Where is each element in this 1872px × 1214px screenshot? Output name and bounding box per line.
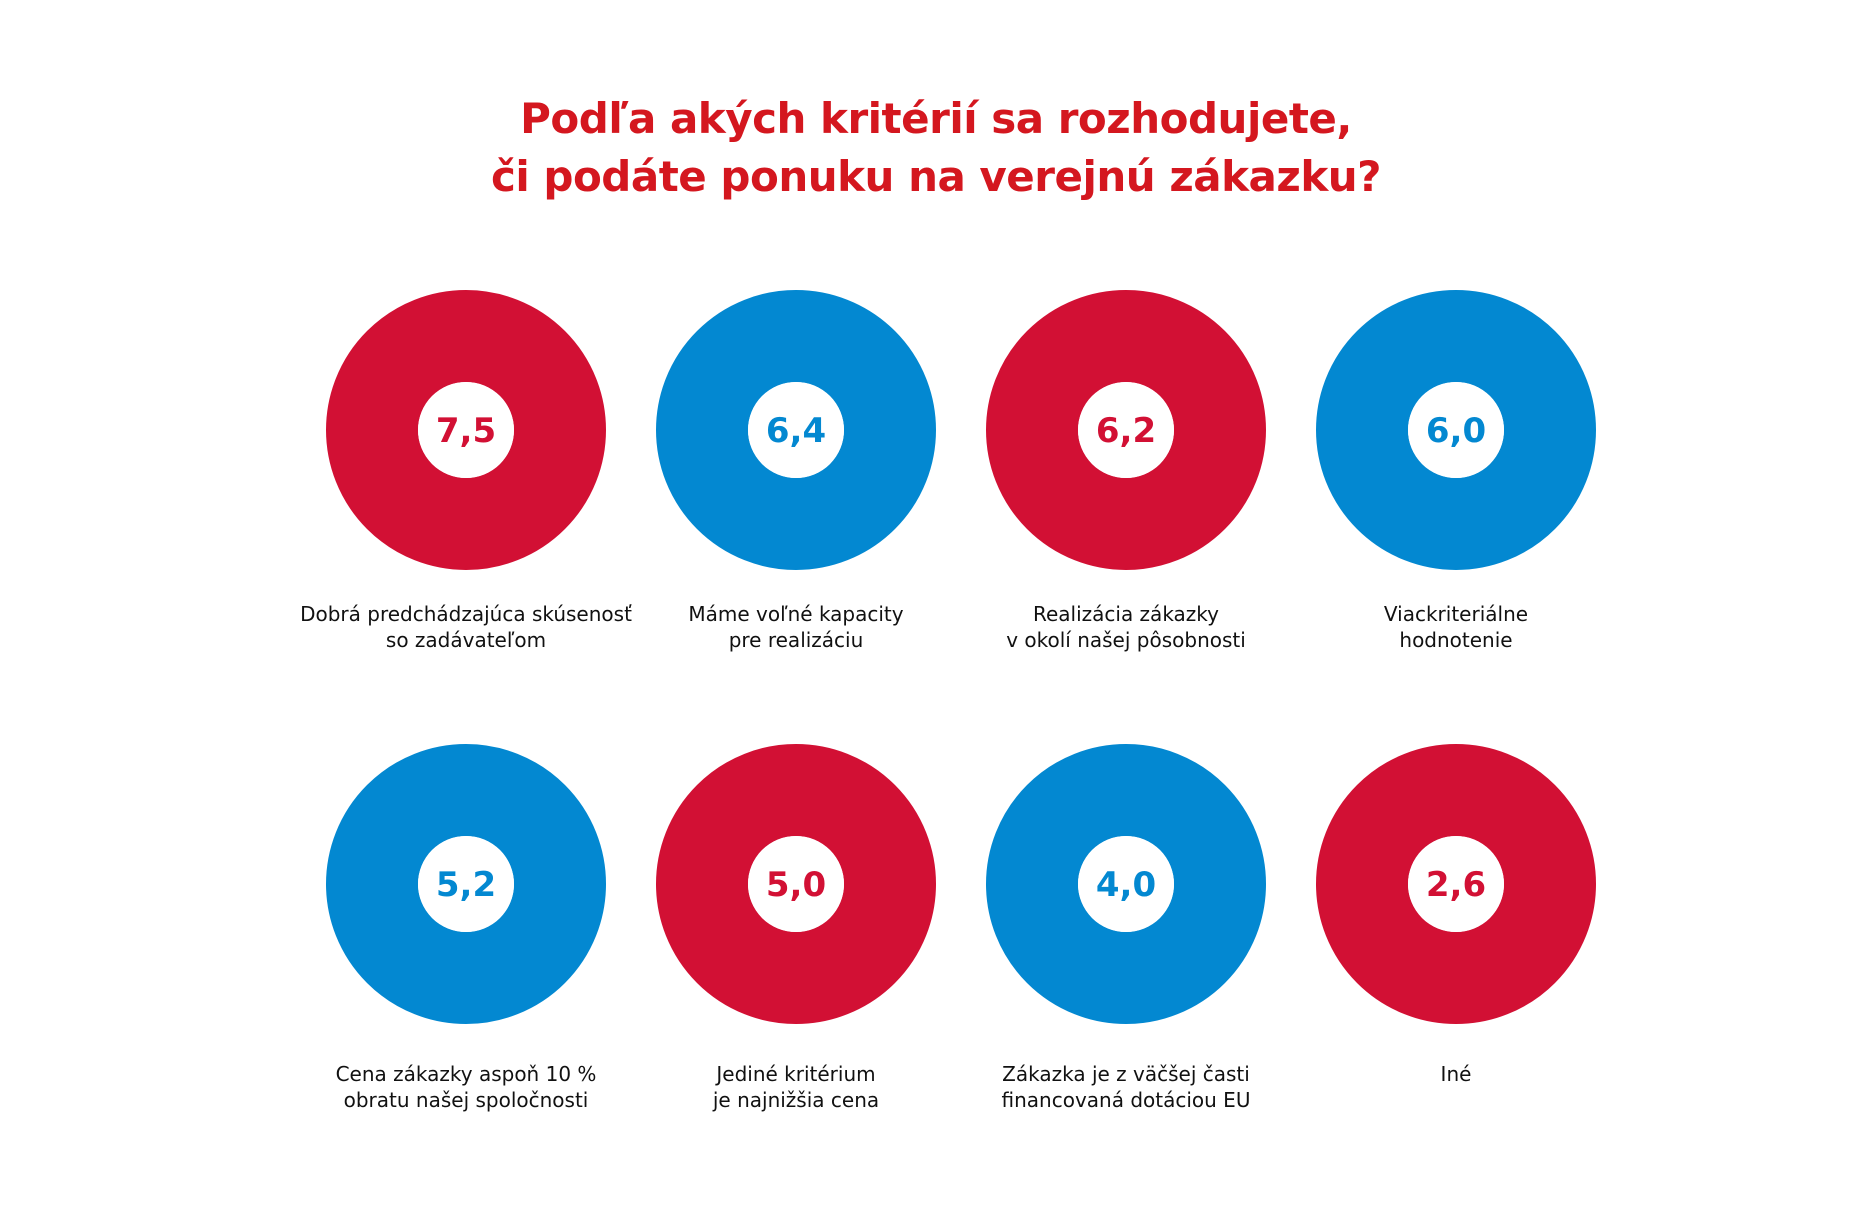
donut-label: Jediné kritérium je najnižšia cena xyxy=(586,1061,1006,1113)
donut-label-line-1: Iné xyxy=(1440,1062,1472,1086)
donut-label-line-1: Viackriteriálne xyxy=(1383,602,1529,626)
donut-label: Zákazka je z väčšej časti financovaná dot… xyxy=(916,1061,1336,1113)
donut-ring xyxy=(656,744,936,1024)
donut-ring xyxy=(1316,290,1596,570)
donut-label: Realizácia zákazky v okolí našej pôsobnos… xyxy=(916,601,1336,653)
donut-value: 7,5 xyxy=(436,411,496,451)
donut-label-line-2: je najnižšia cena xyxy=(712,1088,880,1112)
donut-label-line-1: Realizácia zákazky xyxy=(1032,602,1220,626)
donut-label-line-2: v okolí našej pôsobnosti xyxy=(1006,628,1246,652)
donut-label-line-2: obratu našej spoločnosti xyxy=(343,1088,589,1112)
donut-chart: 7,5 xyxy=(326,290,606,570)
title-line-1: Podľa akých kritérií sa rozhodujete, xyxy=(520,94,1352,143)
chart-title: Podľa akých kritérií sa rozhodujete, či … xyxy=(0,90,1872,206)
donut-svg: 6,2 xyxy=(986,290,1266,570)
donut-label-line-2: so zadávateľom xyxy=(385,628,547,652)
donut-ring xyxy=(326,290,606,570)
donut-ring xyxy=(986,744,1266,1024)
donut-value: 6,0 xyxy=(1426,411,1486,451)
donut-value: 5,2 xyxy=(436,865,496,905)
donut-label-line-1: Máme voľné kapacity xyxy=(688,602,904,626)
donut-ring xyxy=(986,290,1266,570)
donut-label-line-2: hodnotenie xyxy=(1399,628,1513,652)
donut-svg: 5,0 xyxy=(656,744,936,1024)
donut-ring xyxy=(1316,744,1596,1024)
donut-chart: 6,4 xyxy=(656,290,936,570)
donut-label: Iné xyxy=(1246,1061,1666,1087)
donut-ring xyxy=(656,290,936,570)
donut-hole xyxy=(418,836,514,932)
donut-hole xyxy=(418,382,514,478)
donut-label-line-1: Zákazka je z väčšej časti xyxy=(1002,1062,1250,1086)
donut-label: Máme voľné kapacity pre realizáciu xyxy=(586,601,1006,653)
donut-chart: 6,0 xyxy=(1316,290,1596,570)
donut-hole xyxy=(1078,836,1174,932)
donut-label-line-1: Jediné kritérium xyxy=(716,1062,876,1086)
donut-value: 5,0 xyxy=(766,865,826,905)
donut-value: 6,4 xyxy=(766,411,826,451)
donut-hole xyxy=(748,382,844,478)
donut-label-line-1: Cena zákazky aspoň 10 % xyxy=(335,1062,597,1086)
donut-value: 4,0 xyxy=(1096,865,1156,905)
donut-hole xyxy=(748,836,844,932)
title-line-2: či podáte ponuku na verejnú zákazku? xyxy=(490,152,1382,201)
donut-svg: 5,2 xyxy=(326,744,606,1024)
donut-hole xyxy=(1408,382,1504,478)
donut-label: Cena zákazky aspoň 10 % obratu našej spol… xyxy=(256,1061,676,1113)
donut-label: Viackriteriálne hodnotenie xyxy=(1246,601,1666,653)
donut-label-line-2: financovaná dotáciou EU xyxy=(1001,1088,1251,1112)
donut-hole xyxy=(1408,836,1504,932)
donut-ring xyxy=(326,744,606,1024)
donut-value: 6,2 xyxy=(1096,411,1156,451)
donut-label-line-1: Dobrá predchádzajúca skúsenosť xyxy=(300,602,632,626)
donut-chart: 2,6 xyxy=(1316,744,1596,1024)
donut-svg: 7,5 xyxy=(326,290,606,570)
donut-chart: 5,2 xyxy=(326,744,606,1024)
donut-svg: 2,6 xyxy=(1316,744,1596,1024)
donut-hole xyxy=(1078,382,1174,478)
donut-svg: 6,0 xyxy=(1316,290,1596,570)
donut-svg: 4,0 xyxy=(986,744,1266,1024)
donut-label: Dobrá predchádzajúca skúsenosť so zadávat… xyxy=(256,601,676,653)
donut-value: 2,6 xyxy=(1426,865,1486,905)
donut-svg: 6,4 xyxy=(656,290,936,570)
donut-chart: 6,2 xyxy=(986,290,1266,570)
donut-chart: 4,0 xyxy=(986,744,1266,1024)
donut-chart: 5,0 xyxy=(656,744,936,1024)
donut-label-line-2: pre realizáciu xyxy=(728,628,864,652)
